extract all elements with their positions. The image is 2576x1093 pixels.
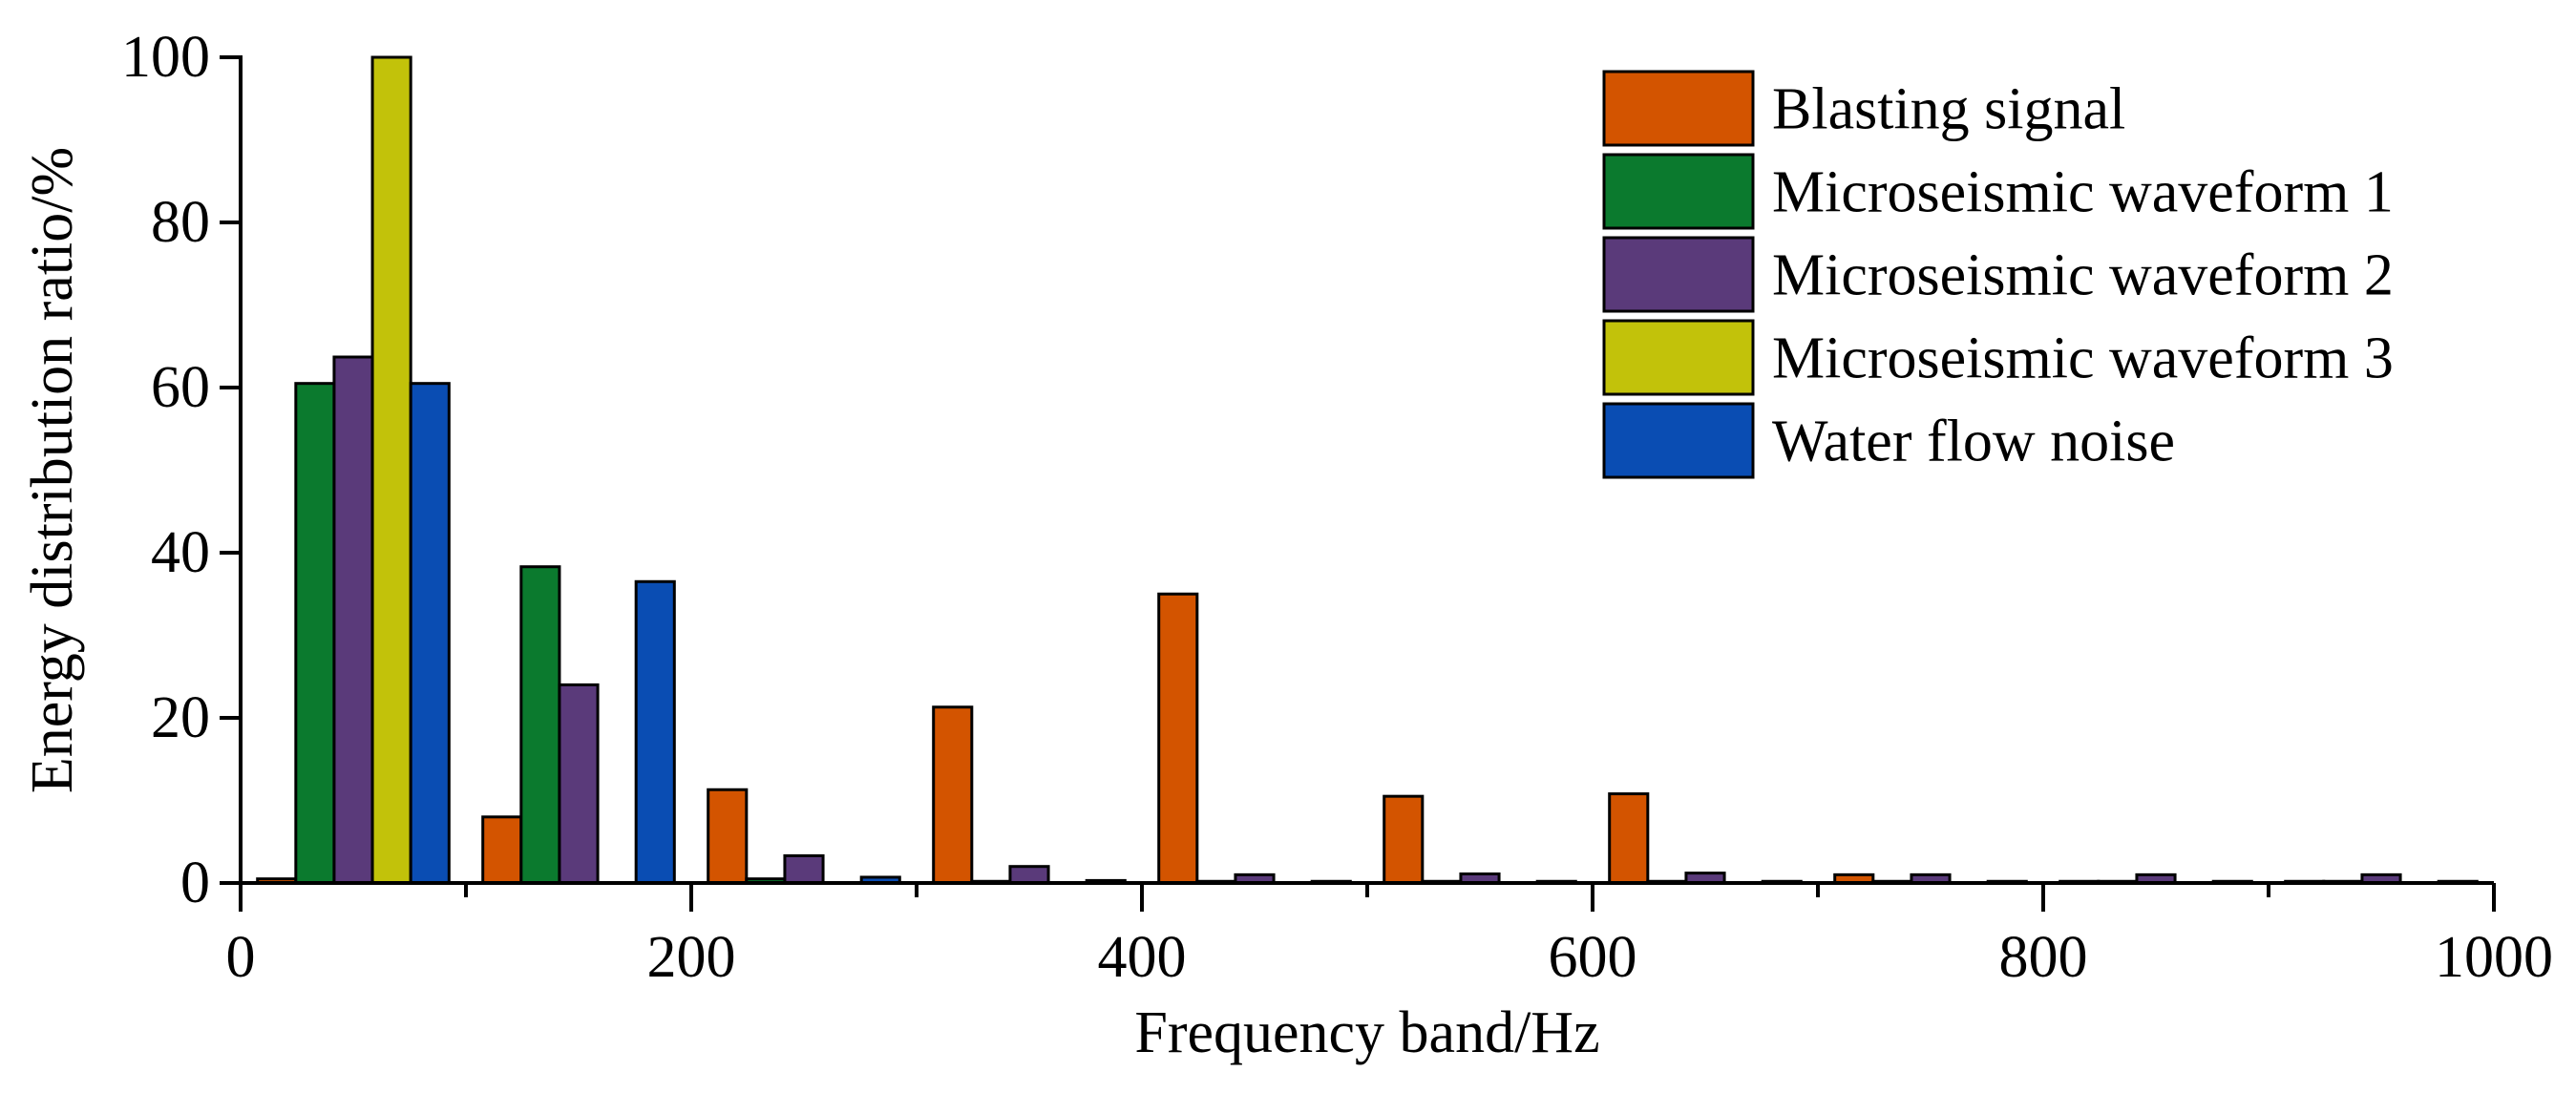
legend-swatch-2 — [1602, 236, 1755, 313]
bar-2-band-0 — [332, 355, 374, 885]
bar-2-band-1 — [558, 683, 600, 885]
bar-2-band-2 — [783, 853, 825, 885]
legend: Blasting signal Microseismic waveform 1 Mi… — [1602, 70, 2394, 479]
y-axis-title: Energy distribution ratio/% — [20, 147, 85, 793]
legend-swatch-1 — [1602, 153, 1755, 230]
legend-swatch-0 — [1602, 70, 1755, 147]
x-tick-label: 600 — [1549, 925, 1637, 990]
x-axis-title: Frequency band/Hz — [1134, 1000, 1599, 1065]
legend-label-0: Blasting signal — [1772, 77, 2125, 142]
x-tick-label: 1000 — [2435, 925, 2553, 990]
y-tick-label: 80 — [151, 190, 210, 255]
legend-swatch-4 — [1602, 402, 1755, 479]
bar-1-band-0 — [294, 382, 336, 885]
legend-swatch-3 — [1602, 319, 1755, 396]
bar-1-band-1 — [519, 565, 561, 885]
bar-2-band-3 — [1008, 865, 1050, 885]
legend-label-4: Water flow noise — [1772, 410, 2175, 474]
bar-4-band-0 — [409, 382, 451, 885]
legend-label-1: Microseismic waveform 1 — [1772, 160, 2394, 225]
bar-0-band-2 — [707, 788, 749, 885]
y-tick-label: 0 — [180, 851, 210, 915]
legend-label-2: Microseismic waveform 2 — [1772, 243, 2394, 308]
bar-3-band-0 — [370, 55, 412, 885]
bar-0-band-6 — [1608, 792, 1650, 885]
bar-0-band-3 — [932, 705, 974, 885]
y-tick-label: 20 — [151, 685, 210, 750]
bar-4-band-1 — [634, 579, 676, 885]
bar-0-band-1 — [481, 815, 523, 885]
bars-group — [256, 55, 2479, 885]
bar-0-band-4 — [1157, 592, 1199, 885]
y-tick-label: 60 — [151, 355, 210, 420]
y-tick-label: 100 — [121, 25, 210, 90]
bar-0-band-5 — [1383, 794, 1425, 885]
x-tick-label: 400 — [1098, 925, 1187, 990]
legend-label-3: Microseismic waveform 3 — [1772, 326, 2394, 391]
x-tick-label: 0 — [226, 925, 256, 990]
x-tick-label: 800 — [1999, 925, 2088, 990]
x-tick-label: 200 — [647, 925, 736, 990]
y-tick-label: 40 — [151, 520, 210, 585]
